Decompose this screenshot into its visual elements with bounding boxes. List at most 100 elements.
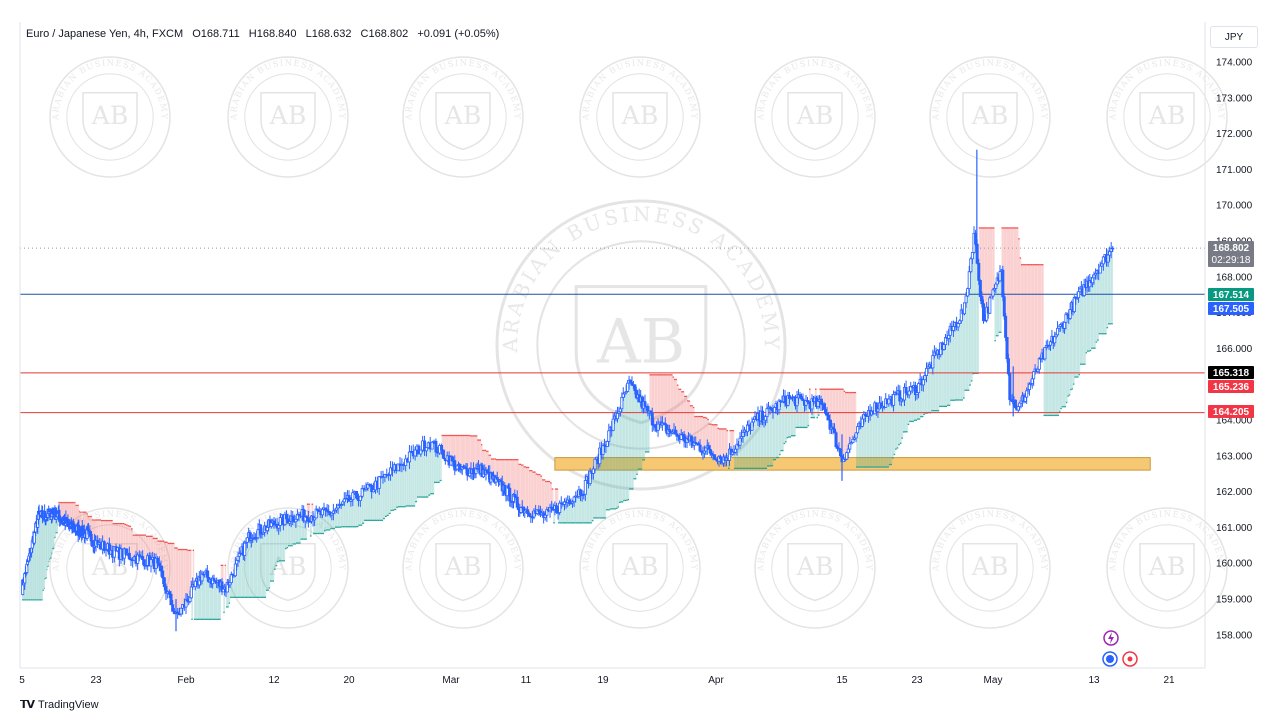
candle bbox=[931, 349, 935, 375]
cloud-segment bbox=[859, 426, 862, 468]
candle bbox=[834, 431, 838, 449]
cloud-segment bbox=[966, 288, 968, 391]
symbol-title[interactable]: Euro / Japanese Yen, 4h, FXCM bbox=[26, 28, 184, 40]
y-tick-label: 174.000 bbox=[1216, 58, 1253, 69]
cloud-segment bbox=[452, 435, 454, 461]
candle bbox=[149, 552, 153, 573]
globe-icon[interactable] bbox=[1102, 651, 1118, 667]
cloud-segment bbox=[989, 227, 992, 297]
candle bbox=[579, 488, 583, 502]
cloud-segment bbox=[286, 523, 289, 548]
candle bbox=[956, 322, 960, 332]
cloud-segment bbox=[623, 392, 626, 501]
cloud-segment bbox=[447, 435, 450, 466]
cloud-segment bbox=[578, 495, 581, 523]
cloud-segment bbox=[857, 423, 860, 468]
candle bbox=[1004, 313, 1008, 342]
cloud-segment bbox=[851, 392, 854, 440]
cloud-segment bbox=[653, 374, 656, 428]
cloud-segment bbox=[461, 435, 463, 467]
tradingview-brand[interactable]: 𝗧𝗩 TradingView bbox=[20, 698, 99, 712]
cloud-segment bbox=[281, 524, 284, 561]
cloud-segment bbox=[280, 514, 283, 561]
cloud-segment bbox=[991, 227, 994, 290]
cloud-segment bbox=[230, 574, 232, 598]
cloud-segment bbox=[546, 481, 549, 511]
candle bbox=[854, 432, 858, 443]
cloud-segment bbox=[407, 451, 410, 506]
cloud-segment bbox=[679, 389, 682, 435]
cloud-segment bbox=[636, 394, 639, 475]
cloud-segment bbox=[111, 520, 113, 558]
record-icon[interactable] bbox=[1122, 651, 1138, 667]
candle bbox=[964, 291, 968, 308]
cloud-segment bbox=[267, 520, 269, 591]
cloud-segment bbox=[476, 435, 478, 469]
cloud-segment bbox=[224, 565, 227, 592]
cloud-segment bbox=[369, 491, 372, 521]
cloud-segment bbox=[737, 445, 739, 469]
cloud-segment bbox=[338, 504, 340, 528]
cloud-segment bbox=[972, 233, 975, 374]
cloud-segment bbox=[543, 479, 546, 516]
currency-button[interactable]: JPY bbox=[1210, 26, 1258, 48]
price-label[interactable]: 167.505 bbox=[1208, 302, 1254, 315]
y-tick-label: 173.000 bbox=[1216, 93, 1253, 104]
cloud-segment bbox=[575, 496, 578, 523]
cloud-segment bbox=[1023, 264, 1026, 398]
price-label[interactable]: 167.514 bbox=[1208, 288, 1254, 301]
cloud-segment bbox=[263, 525, 265, 598]
lightning-icon[interactable] bbox=[1103, 630, 1119, 646]
cloud-segment bbox=[251, 538, 253, 598]
cloud-segment bbox=[415, 446, 418, 502]
cloud-segment bbox=[116, 523, 118, 548]
cloud-segment bbox=[877, 402, 880, 468]
countdown-label: 02:29:18 bbox=[1212, 255, 1251, 266]
cloud-segment bbox=[687, 400, 689, 441]
x-tick-label: Feb bbox=[177, 675, 195, 686]
cloud-segment bbox=[239, 553, 241, 598]
demand-zone-rect[interactable] bbox=[554, 457, 1151, 471]
cloud-segment bbox=[702, 417, 705, 452]
cloud-segment bbox=[458, 435, 461, 470]
cloud-segment bbox=[260, 533, 263, 598]
cloud-segment bbox=[907, 391, 910, 425]
cloud-segment bbox=[570, 501, 573, 523]
cloud-segment bbox=[102, 520, 105, 551]
cloud-segment bbox=[643, 406, 646, 460]
cloud-segment bbox=[650, 374, 653, 425]
cloud-segment bbox=[504, 459, 507, 496]
candle bbox=[347, 490, 351, 502]
cloud-segment bbox=[388, 467, 391, 514]
x-tick-label: 12 bbox=[268, 675, 280, 686]
y-tick-label: 166.000 bbox=[1216, 344, 1253, 355]
cloud-segment bbox=[519, 464, 522, 508]
watermark-initials: AB bbox=[444, 552, 482, 581]
price-label[interactable]: 165.236 bbox=[1208, 380, 1254, 393]
cloud-segment bbox=[553, 505, 556, 523]
x-tick-label: 23 bbox=[911, 675, 923, 686]
x-tick-label: 5 bbox=[19, 675, 25, 686]
cloud-segment bbox=[396, 463, 399, 508]
cloud-segment bbox=[248, 540, 251, 598]
cloud-segment bbox=[456, 435, 458, 466]
cloud-segment bbox=[347, 501, 350, 527]
cloud-segment bbox=[697, 416, 699, 446]
price-label[interactable]: 165.318 bbox=[1208, 366, 1254, 379]
candle bbox=[545, 506, 549, 523]
cloud-segment bbox=[902, 387, 905, 432]
cloud-segment bbox=[567, 503, 570, 523]
watermark-initials: AB bbox=[621, 552, 659, 581]
price-label[interactable]: 164.205 bbox=[1208, 405, 1254, 418]
cloud-segment bbox=[764, 416, 766, 469]
cloud-segment bbox=[843, 391, 846, 460]
cloud-segment bbox=[386, 474, 389, 516]
candle bbox=[144, 564, 148, 570]
cloud-segment bbox=[608, 427, 611, 510]
candle bbox=[142, 559, 146, 570]
cloud-segment bbox=[659, 374, 662, 425]
